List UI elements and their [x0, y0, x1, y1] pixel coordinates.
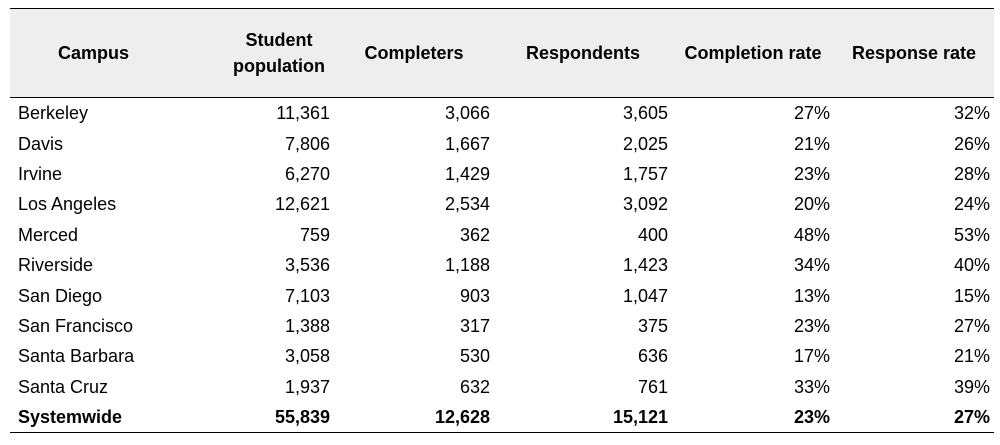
cell-population: 7,103: [284, 285, 330, 306]
header-completers: Completers: [334, 8, 494, 98]
cell-completers: 530: [459, 346, 490, 367]
cell-completers: 317: [459, 315, 490, 336]
cell-population: 12,621: [274, 194, 330, 215]
cell-respondents: 3,605: [622, 103, 668, 124]
table-row: Santa Barbara 3,058 530 636 17% 21%: [10, 341, 994, 371]
cell-respondents: 636: [637, 346, 668, 367]
cell-campus: San Diego: [18, 285, 103, 306]
cell-population-total: 55,839: [224, 401, 334, 434]
cell-population: 6,270: [284, 163, 330, 184]
cell-population: 11,361: [276, 103, 330, 124]
cell-completers: 1,188: [444, 255, 490, 276]
header-response-rate: Response rate: [834, 8, 994, 98]
cell-completers-total: 12,628: [334, 401, 494, 434]
total-row: Systemwide 55,839 12,628 15,121 23% 27%: [10, 401, 994, 434]
cell-response-rate: 21%: [953, 346, 990, 367]
cell-completers: 3,066: [444, 103, 490, 124]
header-respondents: Respondents: [494, 8, 672, 98]
cell-response-rate: 27%: [953, 315, 990, 336]
table-row: Santa Cruz 1,937 632 761 33% 39%: [10, 372, 994, 402]
header-student-population: Student population: [224, 8, 334, 98]
cell-completers: 1,667: [444, 133, 490, 154]
cell-campus: Berkeley: [18, 103, 89, 124]
cell-response-rate: 26%: [953, 133, 990, 154]
cell-campus: Merced: [18, 224, 79, 245]
cell-response-rate: 15%: [953, 285, 990, 306]
cell-campus: Santa Barbara: [18, 346, 135, 367]
table-row: Davis 7,806 1,667 2,025 21% 26%: [10, 128, 994, 158]
cell-completion-rate: 13%: [793, 285, 830, 306]
cell-respondents: 1,047: [622, 285, 668, 306]
cell-population: 1,937: [284, 376, 330, 397]
table-container: Campus Student population Completers Res…: [10, 8, 994, 434]
cell-campus: Los Angeles: [18, 194, 117, 215]
cell-respondents-total: 15,121: [494, 401, 672, 434]
cell-response-rate: 24%: [953, 194, 990, 215]
cell-campus: Santa Cruz: [18, 376, 109, 397]
cell-completion-rate: 23%: [793, 163, 830, 184]
cell-completion-rate: 27%: [793, 103, 830, 124]
cell-population: 3,536: [284, 255, 330, 276]
cell-campus: Riverside: [18, 255, 94, 276]
cell-respondents: 400: [637, 224, 668, 245]
cell-response-rate: 28%: [953, 163, 990, 184]
cell-completion-rate: 33%: [793, 376, 830, 397]
cell-response-rate: 32%: [953, 103, 990, 124]
cell-population: 7,806: [284, 133, 330, 154]
campus-response-table: Campus Student population Completers Res…: [10, 8, 994, 434]
cell-response-rate-total: 27%: [834, 401, 994, 434]
cell-campus: Davis: [18, 133, 64, 154]
header-completion-rate: Completion rate: [672, 8, 834, 98]
cell-respondents: 2,025: [622, 133, 668, 154]
cell-completion-rate: 20%: [793, 194, 830, 215]
cell-response-rate: 39%: [953, 376, 990, 397]
header-row: Campus Student population Completers Res…: [10, 8, 994, 98]
cell-completion-rate: 17%: [793, 346, 830, 367]
cell-completers: 2,534: [444, 194, 490, 215]
table-row: Los Angeles 12,621 2,534 3,092 20% 24%: [10, 189, 994, 219]
cell-completion-rate: 23%: [793, 315, 830, 336]
cell-campus-total: Systemwide: [10, 401, 224, 434]
cell-completion-rate: 21%: [793, 133, 830, 154]
table-row: Irvine 6,270 1,429 1,757 23% 28%: [10, 159, 994, 189]
cell-campus: San Francisco: [18, 315, 134, 336]
table-header: Campus Student population Completers Res…: [10, 8, 994, 98]
cell-respondents: 761: [637, 376, 668, 397]
table-row: Riverside 3,536 1,188 1,423 34% 40%: [10, 250, 994, 280]
table-caption-cropped: [0, 0, 1000, 8]
cell-completion-rate-total: 23%: [672, 401, 834, 434]
cell-respondents: 375: [637, 315, 668, 336]
table-row: Berkeley 11,361 3,066 3,605 27% 32%: [10, 98, 994, 129]
cell-respondents: 3,092: [622, 194, 668, 215]
cell-respondents: 1,423: [622, 255, 668, 276]
table-row: San Diego 7,103 903 1,047 13% 15%: [10, 280, 994, 310]
cell-campus: Irvine: [18, 163, 63, 184]
cell-completers: 362: [459, 224, 490, 245]
cell-completers: 632: [459, 376, 490, 397]
cell-completers: 903: [459, 285, 490, 306]
table-row: San Francisco 1,388 317 375 23% 27%: [10, 311, 994, 341]
cell-respondents: 1,757: [622, 163, 668, 184]
cell-response-rate: 53%: [953, 224, 990, 245]
cell-response-rate: 40%: [953, 255, 990, 276]
table-body: Berkeley 11,361 3,066 3,605 27% 32% Davi…: [10, 98, 994, 434]
header-campus: Campus: [10, 8, 224, 98]
cell-completion-rate: 48%: [793, 224, 830, 245]
cell-population: 759: [299, 224, 330, 245]
cell-completion-rate: 34%: [793, 255, 830, 276]
cell-population: 3,058: [284, 346, 330, 367]
cell-population: 1,388: [284, 315, 330, 336]
cell-completers: 1,429: [444, 163, 490, 184]
table-row: Merced 759 362 400 48% 53%: [10, 220, 994, 250]
